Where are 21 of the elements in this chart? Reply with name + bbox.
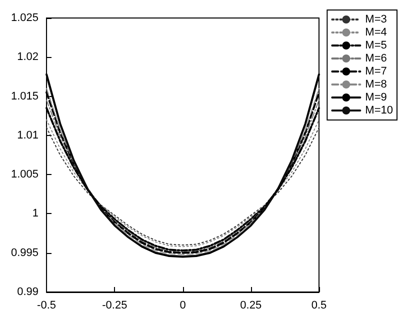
legend-label: M=4 xyxy=(365,26,387,38)
y-tick-label: 1.01 xyxy=(17,129,39,142)
y-tick-label: 1.005 xyxy=(10,168,39,181)
legend-label: M=6 xyxy=(365,52,387,64)
legend-label: M=8 xyxy=(365,78,387,90)
x-tick-label: -0.25 xyxy=(102,300,128,312)
legend-label: M=5 xyxy=(365,40,387,52)
legend-label: M=9 xyxy=(365,92,387,104)
y-tick-label: 0.99 xyxy=(17,286,39,298)
y-tick-label: 1 xyxy=(32,208,39,220)
y-tick-label: 1.025 xyxy=(10,12,39,24)
legend-label: M=3 xyxy=(365,14,387,26)
y-tick-label: 0.995 xyxy=(10,246,39,259)
legend-label: M=7 xyxy=(365,66,387,78)
x-tick-label: 0.25 xyxy=(240,300,262,312)
x-tick-label: 0.5 xyxy=(311,300,327,312)
x-tick-label: 0 xyxy=(180,300,186,312)
legend-label: M=10 xyxy=(365,104,394,116)
x-tick-label: -0.5 xyxy=(37,300,56,312)
y-tick-label: 1.02 xyxy=(17,51,39,64)
y-tick-label: 1.015 xyxy=(10,90,39,102)
